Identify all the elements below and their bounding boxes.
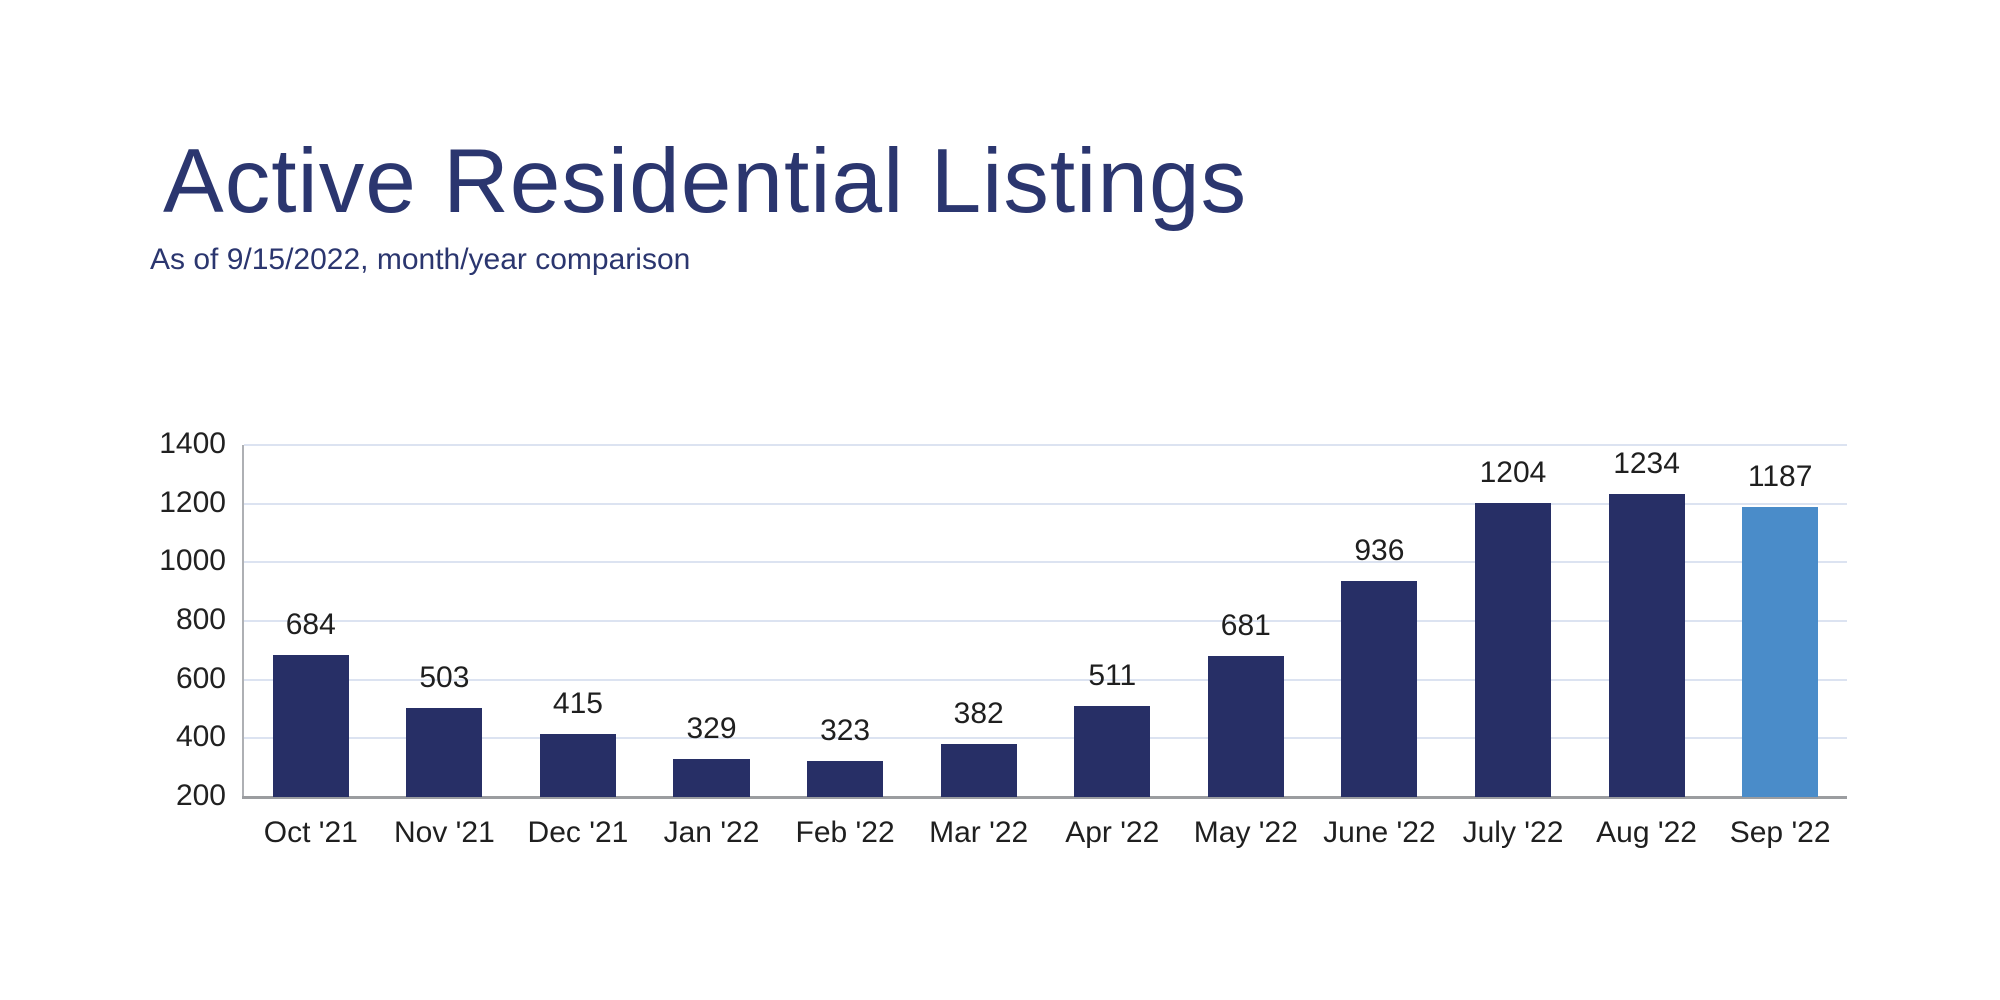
x-category-label: May '22 (1193, 816, 1298, 849)
bar (406, 708, 483, 797)
bar-value-label: 323 (820, 713, 871, 747)
gridlines (244, 444, 1847, 797)
gridline (244, 561, 1847, 564)
bar-value-label: 936 (1354, 534, 1405, 568)
bar-value-label: 684 (285, 608, 336, 642)
bar (1474, 502, 1552, 797)
x-category-label: June '22 (1323, 816, 1436, 849)
y-tick-label: 600 (175, 661, 226, 695)
y-tick-label: 400 (175, 720, 226, 754)
y-tick-label: 1400 (159, 426, 226, 460)
x-category-label: Mar '22 (929, 816, 1029, 849)
bar-chart-plot-area: 684 Oct '21 503 Nov '21 415 Dec '21 329 Jan '22… (242, 444, 1847, 848)
y-axis-labels: 200 400 600 800 1000 1200 1400 (0, 428, 226, 810)
x-category-label: Aug '22 (1596, 816, 1697, 849)
gridline (244, 737, 1847, 740)
bar-slot: 415 Dec '21 (511, 445, 645, 847)
bar (940, 743, 1017, 797)
y-tick-label: 1000 (159, 544, 226, 578)
bar-slot: 323 Feb '22 (778, 445, 912, 847)
bar (272, 655, 349, 797)
gridline (244, 444, 1847, 446)
bar-value-label: 1187 (1747, 460, 1813, 494)
bar-value-label: 329 (686, 712, 737, 746)
bar-slot: 503 Nov '21 (378, 445, 512, 848)
bar (1074, 705, 1151, 797)
bar (673, 759, 750, 797)
bar-slot: 511 Apr '22 (1045, 445, 1179, 847)
x-category-label: Jan '22 (663, 816, 760, 849)
x-category-label: Feb '22 (795, 816, 895, 849)
bars: 684 Oct '21 503 Nov '21 415 Dec '21 329 Jan '22… (244, 445, 1847, 848)
bar-slot: 1187 Sep '22 (1713, 445, 1847, 848)
x-category-label: Dec '21 (527, 816, 629, 849)
bar-slot: 936 June '22 (1313, 445, 1447, 848)
x-axis-line (242, 796, 1847, 799)
bar-slot: 382 Mar '22 (912, 445, 1046, 847)
page-subtitle: As of 9/15/2022, month/year comparison (150, 243, 691, 276)
x-category-label: Apr '22 (1065, 816, 1160, 849)
bar-value-label: 415 (552, 686, 603, 720)
bar (807, 760, 884, 797)
bar-slot: 681 May '22 (1179, 445, 1313, 847)
y-tick-label: 200 (175, 778, 226, 812)
bar-slot: 1204 July '22 (1446, 445, 1580, 848)
x-category-label: Nov '21 (393, 816, 495, 849)
gridline (244, 620, 1847, 622)
bar-slot: 1234 Aug '22 (1580, 445, 1714, 847)
bar-value-label: 681 (1220, 608, 1271, 642)
x-category-label: Sep '22 (1729, 816, 1831, 849)
bar (1608, 493, 1685, 797)
bar-value-label: 382 (953, 696, 1004, 730)
y-tick-label: 1200 (159, 485, 226, 519)
bar-value-label: 503 (419, 661, 470, 695)
y-tick-label: 800 (175, 602, 226, 636)
bar-slot: 329 Jan '22 (645, 445, 779, 848)
bar-value-label: 511 (1088, 658, 1137, 692)
bar (1742, 507, 1819, 797)
x-category-label: Oct '21 (263, 816, 358, 849)
bar-value-label: 1204 (1479, 455, 1547, 489)
bar-slot: 684 Oct '21 (244, 445, 378, 848)
bar-value-label: 1234 (1613, 446, 1680, 480)
gridline (244, 678, 1847, 681)
page-title: Active Residential Listings (163, 131, 1248, 232)
bar (1207, 655, 1284, 797)
bar (1341, 581, 1418, 797)
x-category-label: July '22 (1462, 816, 1564, 849)
bar (539, 733, 616, 797)
y-axis-line (242, 445, 244, 799)
gridline (244, 502, 1847, 505)
